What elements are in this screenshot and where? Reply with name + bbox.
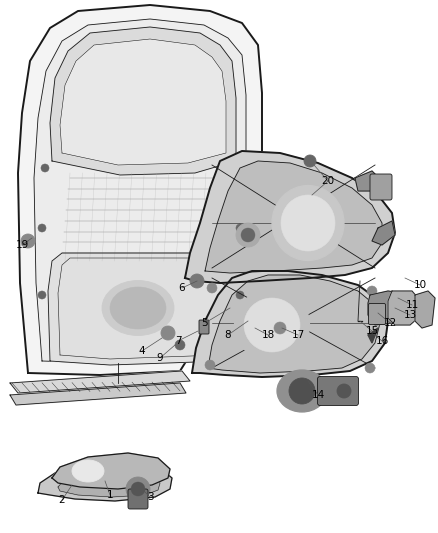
Text: 20: 20	[321, 176, 335, 186]
Circle shape	[274, 322, 286, 334]
Circle shape	[38, 291, 46, 299]
Polygon shape	[185, 151, 395, 283]
Polygon shape	[18, 5, 262, 375]
Text: 3: 3	[147, 492, 153, 502]
FancyBboxPatch shape	[368, 303, 385, 325]
Polygon shape	[52, 453, 170, 489]
Circle shape	[367, 286, 377, 296]
Circle shape	[236, 291, 244, 299]
Polygon shape	[388, 291, 418, 325]
Ellipse shape	[102, 280, 174, 335]
Circle shape	[41, 164, 49, 172]
Polygon shape	[192, 271, 388, 377]
Ellipse shape	[281, 195, 335, 251]
Text: 15: 15	[365, 326, 378, 336]
Text: 7: 7	[175, 336, 181, 346]
Circle shape	[241, 228, 255, 242]
Polygon shape	[34, 19, 246, 363]
Ellipse shape	[244, 298, 300, 352]
Ellipse shape	[110, 287, 166, 329]
Polygon shape	[60, 39, 226, 165]
Circle shape	[131, 482, 145, 496]
Circle shape	[190, 274, 204, 288]
Circle shape	[21, 234, 35, 248]
Circle shape	[38, 224, 46, 232]
Text: 11: 11	[406, 300, 419, 310]
Text: 18: 18	[261, 330, 275, 340]
Circle shape	[236, 224, 244, 232]
Ellipse shape	[72, 460, 104, 482]
Circle shape	[126, 477, 150, 501]
Text: 4: 4	[139, 346, 145, 356]
Polygon shape	[10, 383, 186, 405]
Circle shape	[289, 378, 315, 404]
Ellipse shape	[272, 185, 344, 261]
Circle shape	[161, 326, 175, 340]
Polygon shape	[58, 471, 160, 497]
Text: 19: 19	[15, 240, 28, 250]
Polygon shape	[10, 371, 190, 393]
FancyBboxPatch shape	[370, 174, 392, 200]
Text: 6: 6	[179, 283, 185, 293]
Text: 9: 9	[157, 353, 163, 363]
Text: 1: 1	[107, 490, 113, 500]
FancyBboxPatch shape	[318, 376, 358, 406]
Polygon shape	[415, 291, 435, 328]
Polygon shape	[205, 161, 382, 273]
Text: 16: 16	[375, 336, 389, 346]
Polygon shape	[208, 275, 380, 373]
Ellipse shape	[277, 370, 327, 412]
Circle shape	[236, 223, 260, 247]
Text: 13: 13	[403, 310, 417, 320]
Text: 14: 14	[311, 390, 325, 400]
Polygon shape	[38, 463, 172, 501]
Circle shape	[175, 340, 185, 350]
FancyBboxPatch shape	[199, 320, 209, 334]
Polygon shape	[372, 221, 395, 245]
Polygon shape	[48, 253, 245, 365]
Text: 2: 2	[59, 495, 65, 505]
Polygon shape	[368, 328, 378, 343]
Circle shape	[304, 155, 316, 167]
Circle shape	[365, 363, 375, 373]
Text: 8: 8	[225, 330, 231, 340]
Text: 10: 10	[413, 280, 427, 290]
Text: 5: 5	[201, 318, 208, 328]
Text: 17: 17	[291, 330, 304, 340]
Text: 12: 12	[383, 318, 397, 328]
Ellipse shape	[234, 289, 310, 361]
FancyBboxPatch shape	[128, 489, 148, 509]
Polygon shape	[368, 291, 408, 325]
Polygon shape	[50, 27, 236, 175]
Polygon shape	[355, 171, 382, 191]
Circle shape	[207, 283, 217, 293]
Circle shape	[205, 360, 215, 370]
Circle shape	[337, 384, 351, 398]
